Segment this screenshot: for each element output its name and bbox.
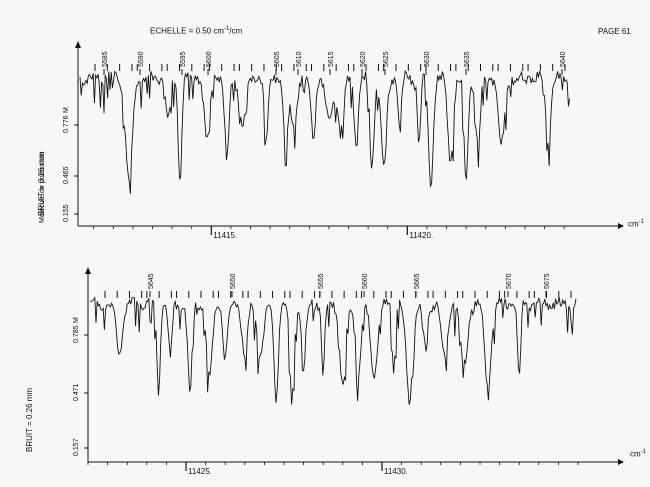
- line-number-label: 5645: [148, 273, 155, 289]
- line-number-label: 5600: [206, 51, 213, 67]
- scale-label: ECHELLE = 0.50 cm-1/cm: [150, 26, 243, 36]
- line-number-label: 5630: [424, 51, 431, 67]
- y-axis-arrow: [75, 41, 81, 48]
- y-axis-arrow: [85, 267, 91, 274]
- page-number: PAGE 61: [598, 27, 631, 36]
- line-number-label: 5595: [180, 51, 187, 67]
- line-number-label: 5675: [544, 273, 551, 289]
- line-number-label: 5585: [102, 51, 109, 67]
- y-axis-label: BRUIT = 0.26 mm: [37, 152, 46, 216]
- line-number-label: 5670: [506, 273, 513, 289]
- y-tick-label: 0.465: [63, 166, 70, 184]
- chart-panel-2: 11425. 11430. 0.157 0.471 0.785 M BRUIT = 0.26…: [25, 267, 624, 476]
- y-tick-label: 0.155: [63, 204, 70, 222]
- line-number-label: 5635: [464, 51, 471, 67]
- x-tick-label: 11425.: [188, 467, 212, 476]
- line-number-label: 5650: [230, 273, 237, 289]
- y-axis-mark: M: [63, 107, 70, 113]
- x-tick-label: 11415.: [213, 231, 237, 240]
- line-number-label: 5655: [318, 273, 325, 289]
- line-number-label: 5590: [138, 51, 145, 67]
- x-tick-label: 11430.: [384, 467, 408, 476]
- line-number-label: 5625: [383, 51, 390, 67]
- y-tick-label: 0.785: [73, 325, 80, 343]
- y-tick-label: 0.776: [63, 115, 70, 133]
- y-tick-label: 0.157: [73, 438, 80, 456]
- y-axis-mark: M: [73, 317, 80, 323]
- spectrum-trace: [79, 69, 571, 194]
- line-number-label: 5615: [328, 51, 335, 67]
- x-axis-arrow: [618, 223, 624, 229]
- line-number-label: 5620: [360, 51, 367, 67]
- molecule-label: Molécule de potassium: [39, 151, 46, 223]
- line-number-label: 5660: [362, 273, 369, 289]
- line-number-label: 5610: [296, 51, 303, 67]
- spectrum-trace: [89, 296, 577, 405]
- line-number-label: 5640: [560, 51, 567, 67]
- chart-panel-1: 11415. 11420. 0.155 0.465 0.776 M BRUIT = 0.26…: [37, 41, 624, 240]
- x-unit-label-bottom: cm-1: [630, 449, 647, 459]
- y-tick-label: 0.471: [73, 383, 80, 401]
- y-axis-label: BRUIT = 0.26 mm: [25, 388, 34, 452]
- x-unit-label-top: cm-1: [628, 219, 645, 229]
- line-number-label: 5605: [274, 51, 281, 67]
- line-number-label: 5665: [414, 273, 421, 289]
- x-tick-label: 11420.: [409, 231, 433, 240]
- x-axis-arrow: [618, 459, 624, 465]
